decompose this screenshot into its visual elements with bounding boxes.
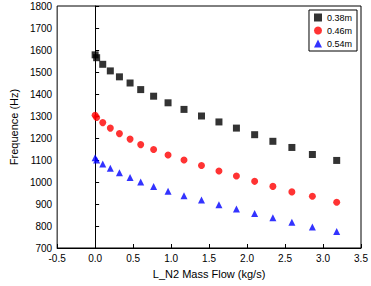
svg-text:1300: 1300 (30, 111, 53, 122)
svg-text:1800: 1800 (30, 1, 53, 12)
svg-text:0.38m: 0.38m (327, 13, 352, 23)
svg-text:0.54m: 0.54m (327, 39, 352, 49)
svg-text:0.0: 0.0 (88, 253, 102, 264)
svg-text:1000: 1000 (30, 177, 53, 188)
svg-text:1700: 1700 (30, 23, 53, 34)
svg-text:1.5: 1.5 (202, 253, 216, 264)
svg-text:1200: 1200 (30, 133, 53, 144)
svg-text:L_N2 Mass Flow (kg/s): L_N2 Mass Flow (kg/s) (153, 268, 265, 280)
svg-text:1500: 1500 (30, 67, 53, 78)
svg-text:700: 700 (35, 242, 53, 254)
svg-text:900: 900 (35, 199, 52, 210)
svg-text:1600: 1600 (30, 45, 53, 56)
svg-text:3.5: 3.5 (354, 253, 368, 264)
svg-text:-0.5: -0.5 (49, 253, 67, 264)
svg-text:0.46m: 0.46m (327, 26, 352, 36)
svg-text:1100: 1100 (31, 155, 53, 166)
svg-text:3.0: 3.0 (316, 253, 330, 264)
svg-text:1.0: 1.0 (164, 253, 178, 264)
svg-text:800: 800 (35, 221, 52, 232)
svg-text:0.5: 0.5 (126, 253, 140, 264)
svg-text:1400: 1400 (30, 89, 53, 100)
svg-text:2.0: 2.0 (240, 253, 254, 264)
svg-text:2.5: 2.5 (278, 253, 292, 264)
svg-text:Frequence (Hz): Frequence (Hz) (8, 89, 20, 165)
